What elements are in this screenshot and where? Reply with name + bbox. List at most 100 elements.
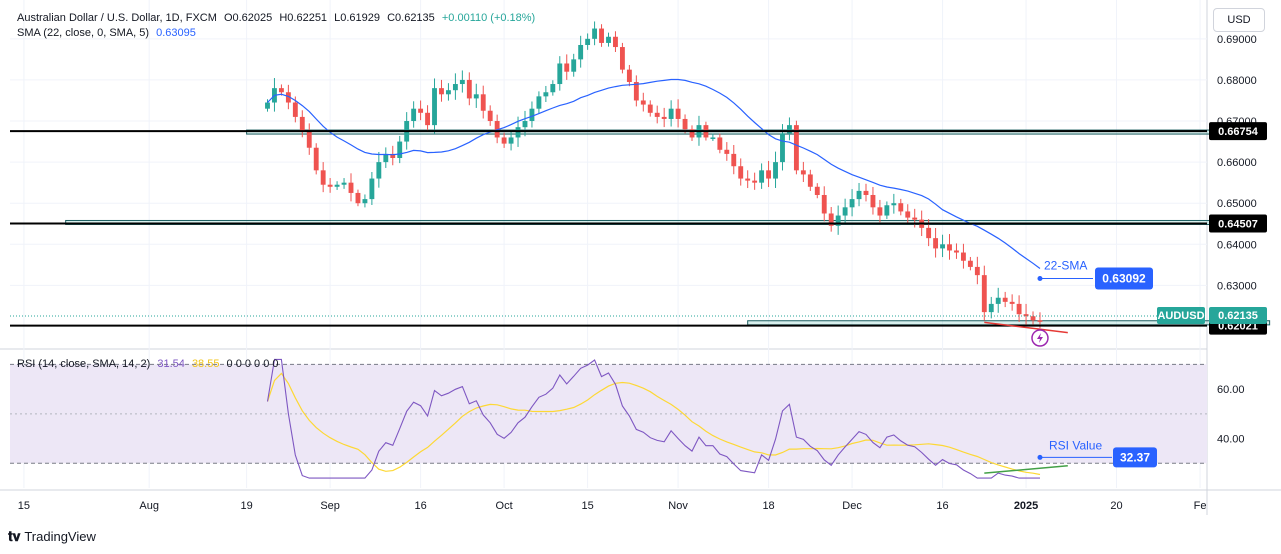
candle-body bbox=[355, 192, 361, 204]
candle-body bbox=[947, 244, 952, 251]
candle-body bbox=[974, 266, 980, 276]
candle-body bbox=[348, 182, 354, 193]
rsi-legend-label: RSI (14, close, SMA, 14, 2) bbox=[17, 358, 151, 370]
candle-body bbox=[320, 170, 326, 185]
candle-body bbox=[487, 110, 493, 122]
candle-body bbox=[466, 79, 472, 99]
time-tick-label: 16 bbox=[936, 500, 948, 512]
candle-body bbox=[752, 180, 758, 183]
candle-body bbox=[926, 227, 932, 239]
time-tick-label: 19 bbox=[240, 500, 252, 512]
candle-body bbox=[515, 127, 521, 138]
candle-body bbox=[501, 137, 507, 144]
candle-body bbox=[877, 207, 883, 216]
last-price-badge bbox=[1209, 306, 1267, 324]
sma-legend-value: 0.63095 bbox=[156, 27, 196, 39]
ohlc-change: +0.00110 (+0.18%) bbox=[441, 12, 536, 24]
candle-body bbox=[578, 44, 584, 60]
candle-body bbox=[787, 125, 792, 134]
candle-body bbox=[766, 170, 771, 179]
candle-body bbox=[661, 116, 667, 119]
rsi-legend-extra: 0 0 0 0 0 0 bbox=[226, 358, 279, 370]
ohlc-low: L0.61929 bbox=[334, 12, 381, 24]
time-tick-label: 16 bbox=[414, 500, 426, 512]
candle-body bbox=[870, 194, 876, 208]
candle-body bbox=[397, 141, 403, 159]
rsi-divergence-line bbox=[984, 464, 1068, 474]
candle-body bbox=[292, 102, 298, 117]
price-tick-label: 0.66000 bbox=[1217, 157, 1257, 169]
candle-body bbox=[995, 297, 1001, 304]
price-divergence-line bbox=[984, 321, 1068, 334]
candle-body bbox=[724, 149, 730, 154]
candle-body bbox=[745, 178, 751, 181]
candle-body bbox=[613, 36, 618, 48]
time-tick-label: Nov bbox=[668, 500, 688, 512]
time-tick-label: Fe bbox=[1194, 500, 1207, 512]
candle-body bbox=[334, 184, 340, 187]
candle-body bbox=[682, 118, 688, 130]
candle-body bbox=[898, 203, 904, 212]
candle-body bbox=[835, 215, 841, 226]
candle-body bbox=[1037, 320, 1043, 322]
candle-body bbox=[383, 153, 389, 163]
candle-body bbox=[278, 88, 284, 93]
candle-body bbox=[369, 178, 375, 200]
candle-body bbox=[967, 260, 973, 267]
candle-body bbox=[606, 36, 611, 43]
candle-body bbox=[884, 205, 890, 216]
sma-value-label: 0.63092 bbox=[1102, 272, 1146, 286]
candle-body bbox=[912, 217, 918, 220]
candle-body bbox=[1030, 316, 1036, 321]
candle-body bbox=[647, 104, 653, 113]
candle-body bbox=[585, 38, 591, 45]
candle-body bbox=[1023, 314, 1029, 317]
time-tick-label: Aug bbox=[139, 500, 159, 512]
candle-body bbox=[738, 166, 744, 179]
price-tick-label: 0.64000 bbox=[1217, 239, 1257, 251]
sma-annotation-label: 22-SMA bbox=[1044, 259, 1087, 273]
ohlc-high: H0.62251 bbox=[279, 12, 328, 24]
rsi-annotation-label: RSI Value bbox=[1049, 438, 1102, 452]
time-tick-label: Oct bbox=[496, 500, 513, 512]
candle-body bbox=[668, 108, 674, 119]
candle-body bbox=[731, 153, 737, 167]
candle-body bbox=[599, 28, 604, 43]
tradingview-branding: 𝐭𝐯 TradingView bbox=[8, 528, 96, 545]
candle-body bbox=[550, 84, 556, 93]
candle-body bbox=[299, 116, 305, 132]
rsi-tick-label: 40.00 bbox=[1217, 434, 1245, 446]
sma-legend-label: SMA (22, close, 0, SMA, 5) bbox=[17, 27, 150, 39]
time-tick-label: 20 bbox=[1110, 500, 1122, 512]
candle-body bbox=[800, 170, 806, 175]
price-tick-label: 0.68000 bbox=[1217, 75, 1257, 87]
candle-body bbox=[508, 137, 514, 144]
rsi-line bbox=[266, 358, 1040, 479]
candle-body bbox=[341, 182, 347, 185]
candle-body bbox=[536, 96, 542, 109]
currency-button[interactable]: USD bbox=[1213, 8, 1265, 32]
candle-body bbox=[710, 137, 716, 139]
candle-body bbox=[265, 102, 270, 109]
candle-body bbox=[1016, 303, 1022, 315]
last-price-label: 0.62135 bbox=[1218, 310, 1258, 322]
rsi-legend: RSI (14, close, SMA, 14, 2) 31.54 38.55 … bbox=[17, 358, 283, 370]
candle-body bbox=[814, 186, 820, 195]
candle-body bbox=[988, 303, 994, 313]
candle-body bbox=[619, 47, 625, 70]
candle-body bbox=[439, 88, 444, 95]
candle-body bbox=[842, 207, 848, 216]
tradingview-wordmark: TradingView bbox=[24, 529, 96, 544]
candle-body bbox=[807, 174, 813, 187]
time-tick-label: 18 bbox=[762, 500, 774, 512]
time-tick-label: 2025 bbox=[1014, 500, 1038, 512]
candle-body bbox=[828, 213, 834, 226]
candle-body bbox=[954, 250, 959, 253]
candle-body bbox=[689, 129, 695, 138]
candle-body bbox=[459, 79, 465, 85]
tradingview-logo-icon: 𝐭𝐯 bbox=[8, 528, 21, 544]
level-price-badge bbox=[1209, 214, 1267, 233]
rsi-legend-value: 31.54 bbox=[157, 358, 185, 370]
